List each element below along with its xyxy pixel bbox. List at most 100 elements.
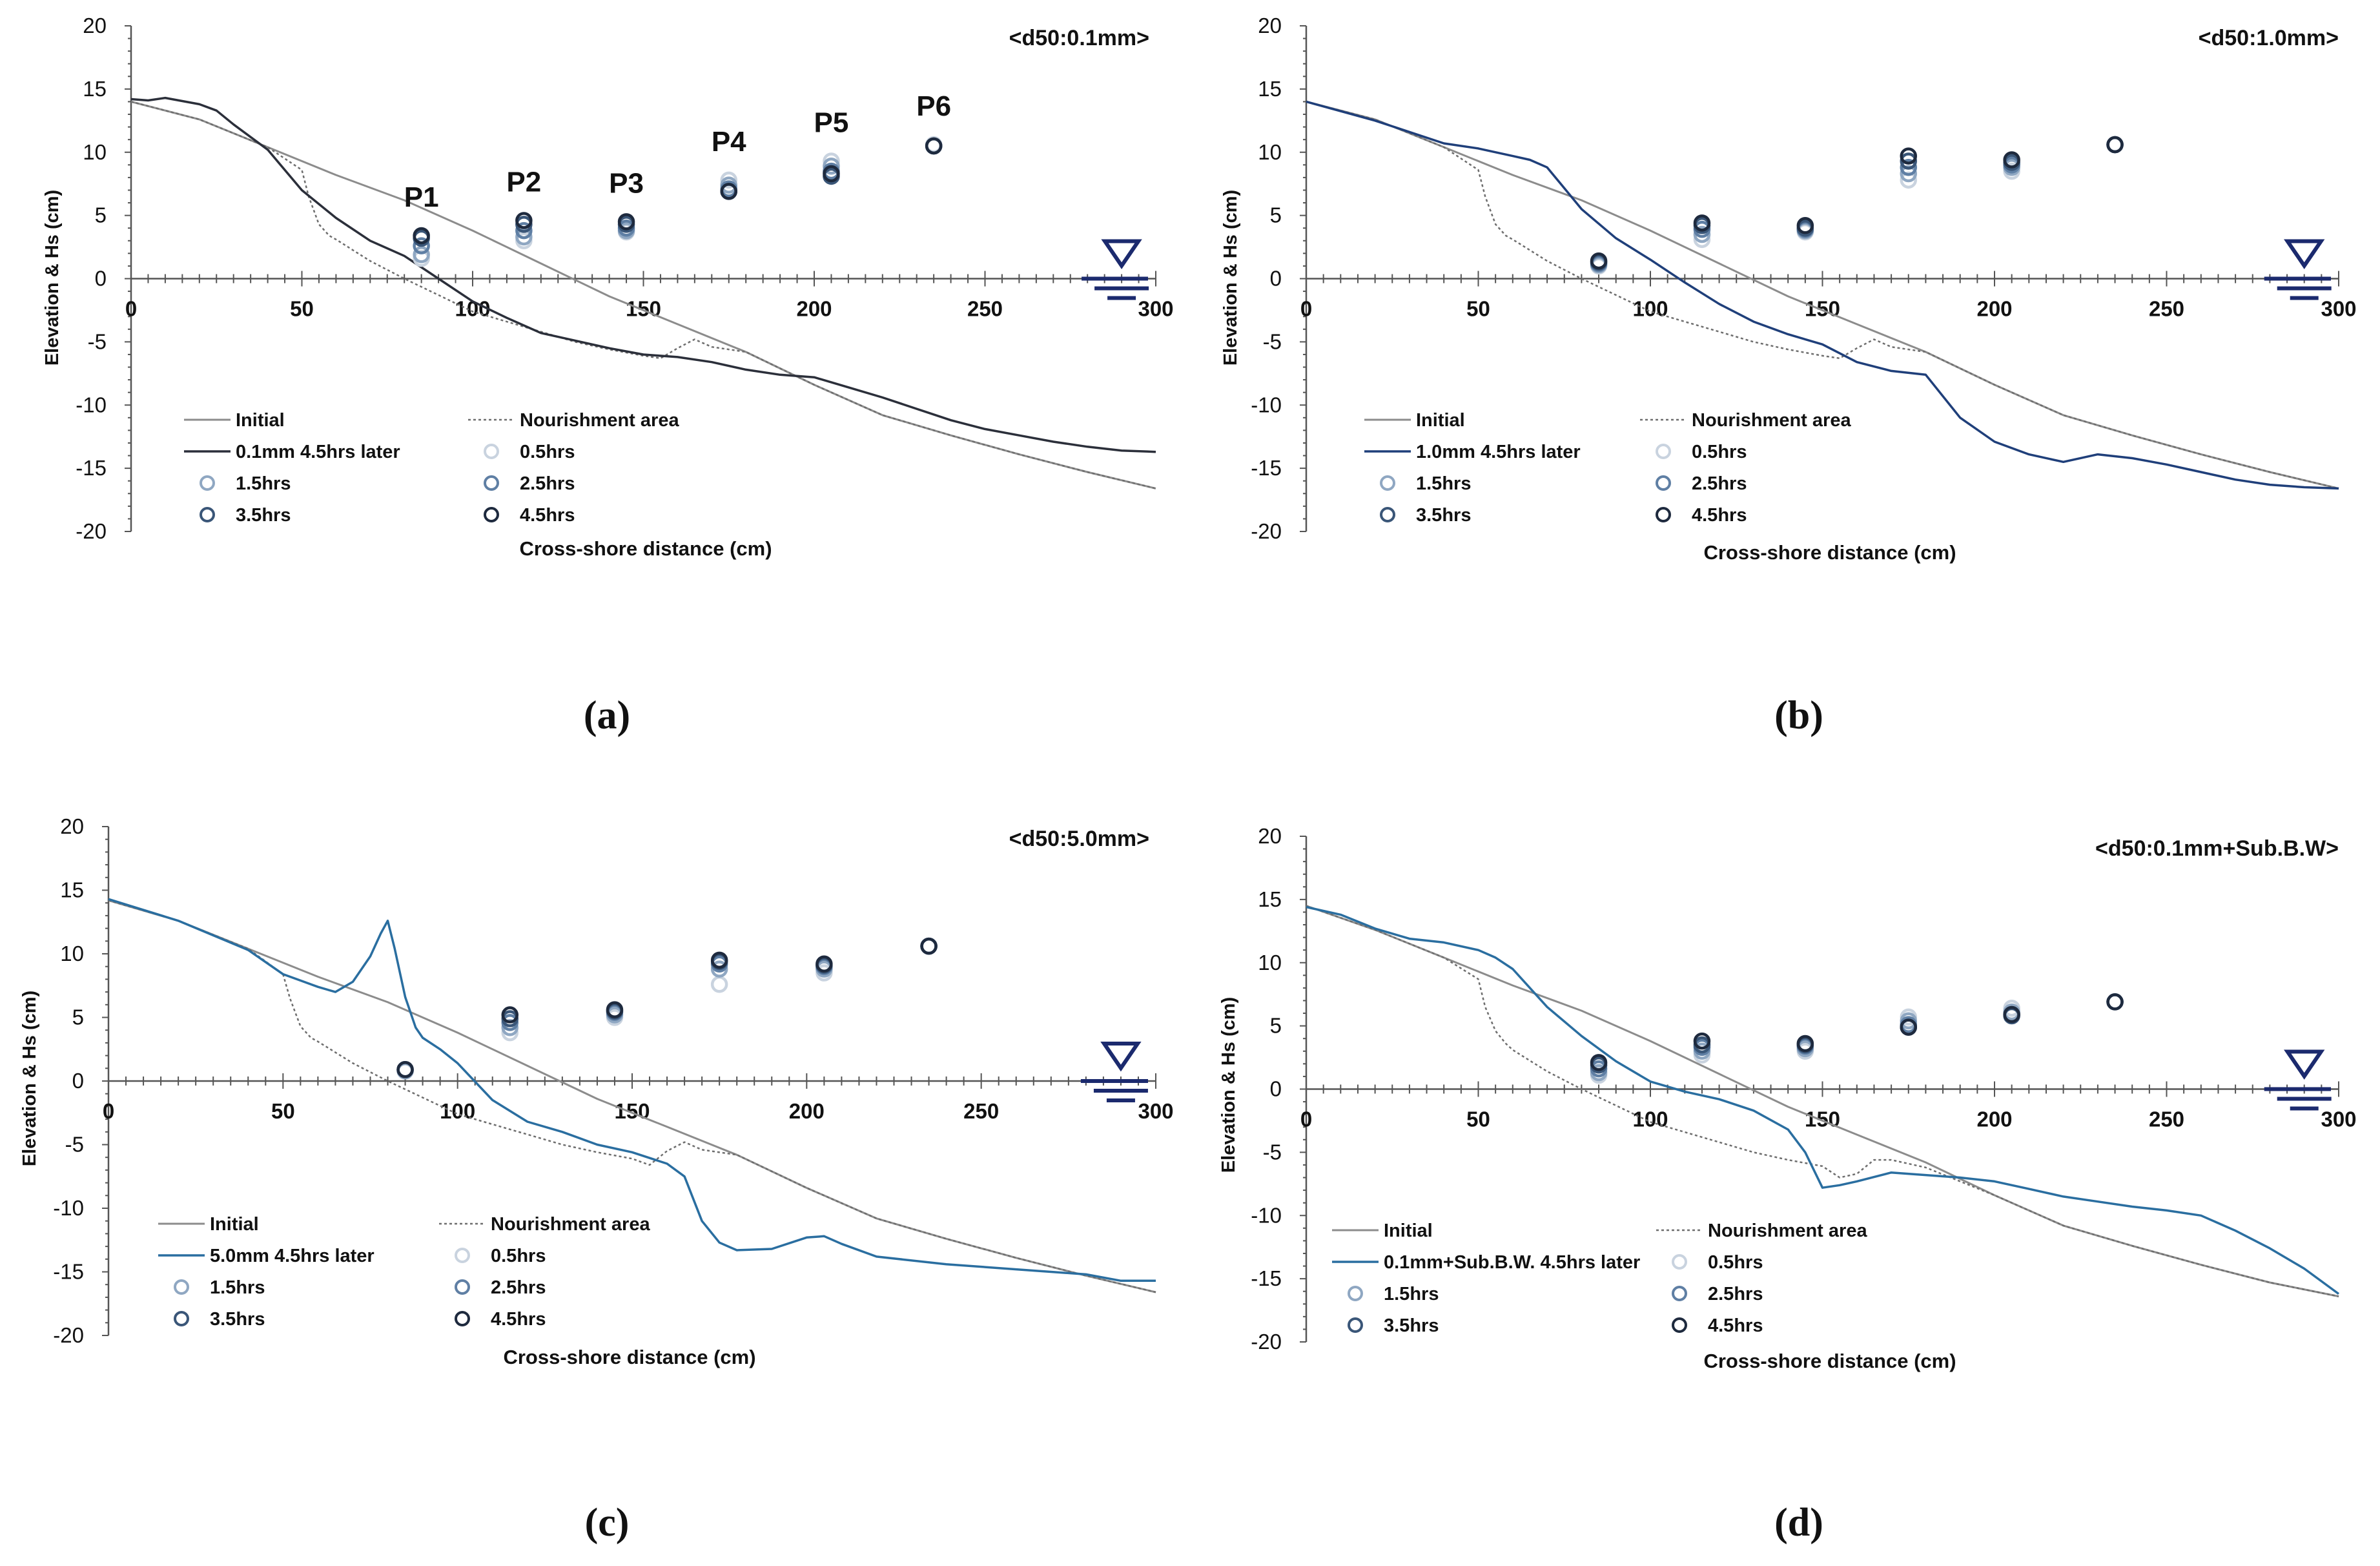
y-tick-label: -5 (65, 1133, 84, 1157)
hs-marker-p5-4.5hrs (816, 955, 833, 973)
legend-label-3.5hrs: 3.5hrs (210, 1309, 265, 1330)
x-tick-label: 250 (963, 1099, 999, 1123)
x-axis-label: Cross-shore distance (cm) (1703, 541, 1956, 564)
legend-marker-2.5hrs (1656, 475, 1671, 491)
x-tick-label: 50 (271, 1099, 295, 1123)
legend-marker-0.5hrs (1656, 444, 1671, 459)
station-label-p1: P1 (404, 181, 439, 213)
y-tick-label: -10 (53, 1196, 84, 1220)
x-tick-label: 200 (796, 297, 832, 321)
panel-label: (a) (584, 694, 630, 737)
hs-marker-p4-4.5hrs (1900, 1018, 1917, 1036)
y-tick-label: 5 (1270, 203, 1282, 227)
x-tick-label: 300 (2321, 297, 2356, 321)
legend-label-1.5hrs: 1.5hrs (1384, 1284, 1439, 1304)
x-tick-label: 0 (1300, 297, 1312, 321)
water-level-icon (1080, 1042, 1148, 1102)
legend: Initial Nourishment area 1.0mm 4.5hrs la… (1364, 410, 1851, 526)
legend-marker-4.5hrs (1672, 1317, 1687, 1333)
hs-marker-p6-4.5hrs (920, 937, 938, 955)
hs-marker-p5-1.5hrs (823, 158, 840, 175)
station-label-p5: P5 (814, 107, 849, 138)
x-tick-label: 0 (1300, 1108, 1312, 1131)
series-profile-line (1306, 100, 2339, 490)
y-tick-label: -20 (53, 1323, 84, 1347)
y-tick-label: 0 (1270, 267, 1282, 291)
legend-label-4.5hrs: 4.5hrs (1692, 505, 1747, 526)
water-level-icon (1082, 239, 1149, 300)
legend-marker-1.5hrs (1380, 475, 1395, 491)
legend-label-nourishment: Nourishment area (1692, 410, 1851, 431)
legend: Initial Nourishment area 0.1mm+Sub.B.W. … (1332, 1221, 1867, 1336)
x-tick-label: 300 (2321, 1108, 2356, 1131)
panel-label: (d) (1774, 1501, 1823, 1545)
legend-label-4.5hrs: 4.5hrs (1708, 1315, 1763, 1336)
series-initial-line (1306, 100, 2339, 489)
legend-label-1.5hrs: 1.5hrs (236, 473, 291, 494)
legend-marker-0.5hrs (455, 1248, 470, 1263)
y-tick-label: 15 (1258, 887, 1282, 911)
legend: Initial Nourishment area 5.0mm 4.5hrs la… (158, 1214, 650, 1330)
y-tick-label: -20 (1251, 519, 1282, 543)
legend-label-2.5hrs: 2.5hrs (1708, 1284, 1763, 1304)
water-triangle-icon (1101, 239, 1142, 269)
hs-marker-p3-4.5hrs (1796, 217, 1814, 234)
legend: Initial Nourishment area 0.1mm 4.5hrs la… (184, 410, 679, 526)
hs-marker-p4-0.5hrs (710, 976, 728, 993)
y-axis-label: Elevation & Hs (cm) (19, 991, 40, 1166)
chart-title: <d50:5.0mm> (1009, 827, 1149, 851)
x-tick-label: 50 (1466, 297, 1490, 321)
chart-title: <d50:1.0mm> (2199, 26, 2339, 50)
hs-marker-p2-4.5hrs (1693, 214, 1711, 232)
station-label-p6: P6 (916, 90, 951, 122)
x-tick-label: 200 (1976, 1108, 2012, 1131)
y-tick-label: 0 (1270, 1077, 1282, 1101)
legend-label-profile: 0.1mm+Sub.B.W. 4.5hrs later (1384, 1252, 1640, 1273)
series-profile-line (1306, 905, 2340, 1295)
y-tick-label: 20 (1258, 824, 1282, 848)
hs-marker-p1-2.5hrs (413, 237, 430, 254)
x-axis-label: Cross-shore distance (cm) (519, 537, 772, 560)
legend-marker-1.5hrs (1348, 1286, 1363, 1301)
hs-marker-p4-0.5hrs (1900, 171, 1917, 189)
y-tick-label: -5 (1263, 1140, 1282, 1164)
legend-label-profile: 5.0mm 4.5hrs later (210, 1246, 374, 1266)
x-tick-label: 250 (2149, 297, 2184, 321)
y-tick-label: -5 (1263, 329, 1282, 353)
y-tick-label: -20 (1251, 1330, 1282, 1354)
legend-marker-3.5hrs (200, 507, 215, 522)
x-axis-label: Cross-shore distance (cm) (503, 1346, 755, 1368)
x-tick-label: 100 (1632, 1108, 1668, 1131)
legend-marker-3.5hrs (1348, 1317, 1363, 1333)
hs-marker-p2-4.5hrs (515, 212, 533, 229)
legend-label-4.5hrs: 4.5hrs (520, 505, 575, 526)
x-tick-label: 100 (440, 1099, 475, 1123)
hs-marker-p5-4.5hrs (2003, 151, 2020, 169)
legend-marker-4.5hrs (455, 1311, 470, 1326)
hs-marker-p3-4.5hrs (1796, 1035, 1814, 1053)
y-tick-label: 20 (1258, 14, 1282, 37)
hs-marker-p4-4.5hrs (1900, 147, 1917, 165)
y-axis-label: Elevation & Hs (cm) (1220, 190, 1241, 366)
hs-marker-p2-1.5hrs (1693, 225, 1711, 243)
x-tick-label: 0 (103, 1099, 114, 1123)
water-triangle-icon (2284, 1049, 2325, 1080)
hs-marker-p1-4.5hrs (396, 1061, 414, 1078)
legend-label-2.5hrs: 2.5hrs (520, 473, 575, 494)
series-initial-line (108, 899, 1156, 1293)
water-triangle-icon (2284, 239, 2325, 269)
hs-marker-p5-4.5hrs (823, 165, 840, 183)
y-tick-label: -10 (1251, 1203, 1282, 1227)
y-axis-label: Elevation & Hs (cm) (42, 190, 63, 366)
x-tick-label: 300 (1138, 297, 1173, 321)
series-nourishment-line (108, 900, 1156, 1293)
y-tick-label: 10 (1258, 140, 1282, 164)
legend-marker-4.5hrs (484, 507, 499, 522)
y-tick-label: 5 (72, 1005, 84, 1029)
water-level-icon (2264, 239, 2332, 300)
legend-marker-4.5hrs (1656, 507, 1671, 522)
series-initial-line (130, 100, 1156, 489)
hs-marker-p5-4.5hrs (2003, 1005, 2020, 1024)
hs-marker-p6-4.5hrs (2106, 136, 2124, 154)
